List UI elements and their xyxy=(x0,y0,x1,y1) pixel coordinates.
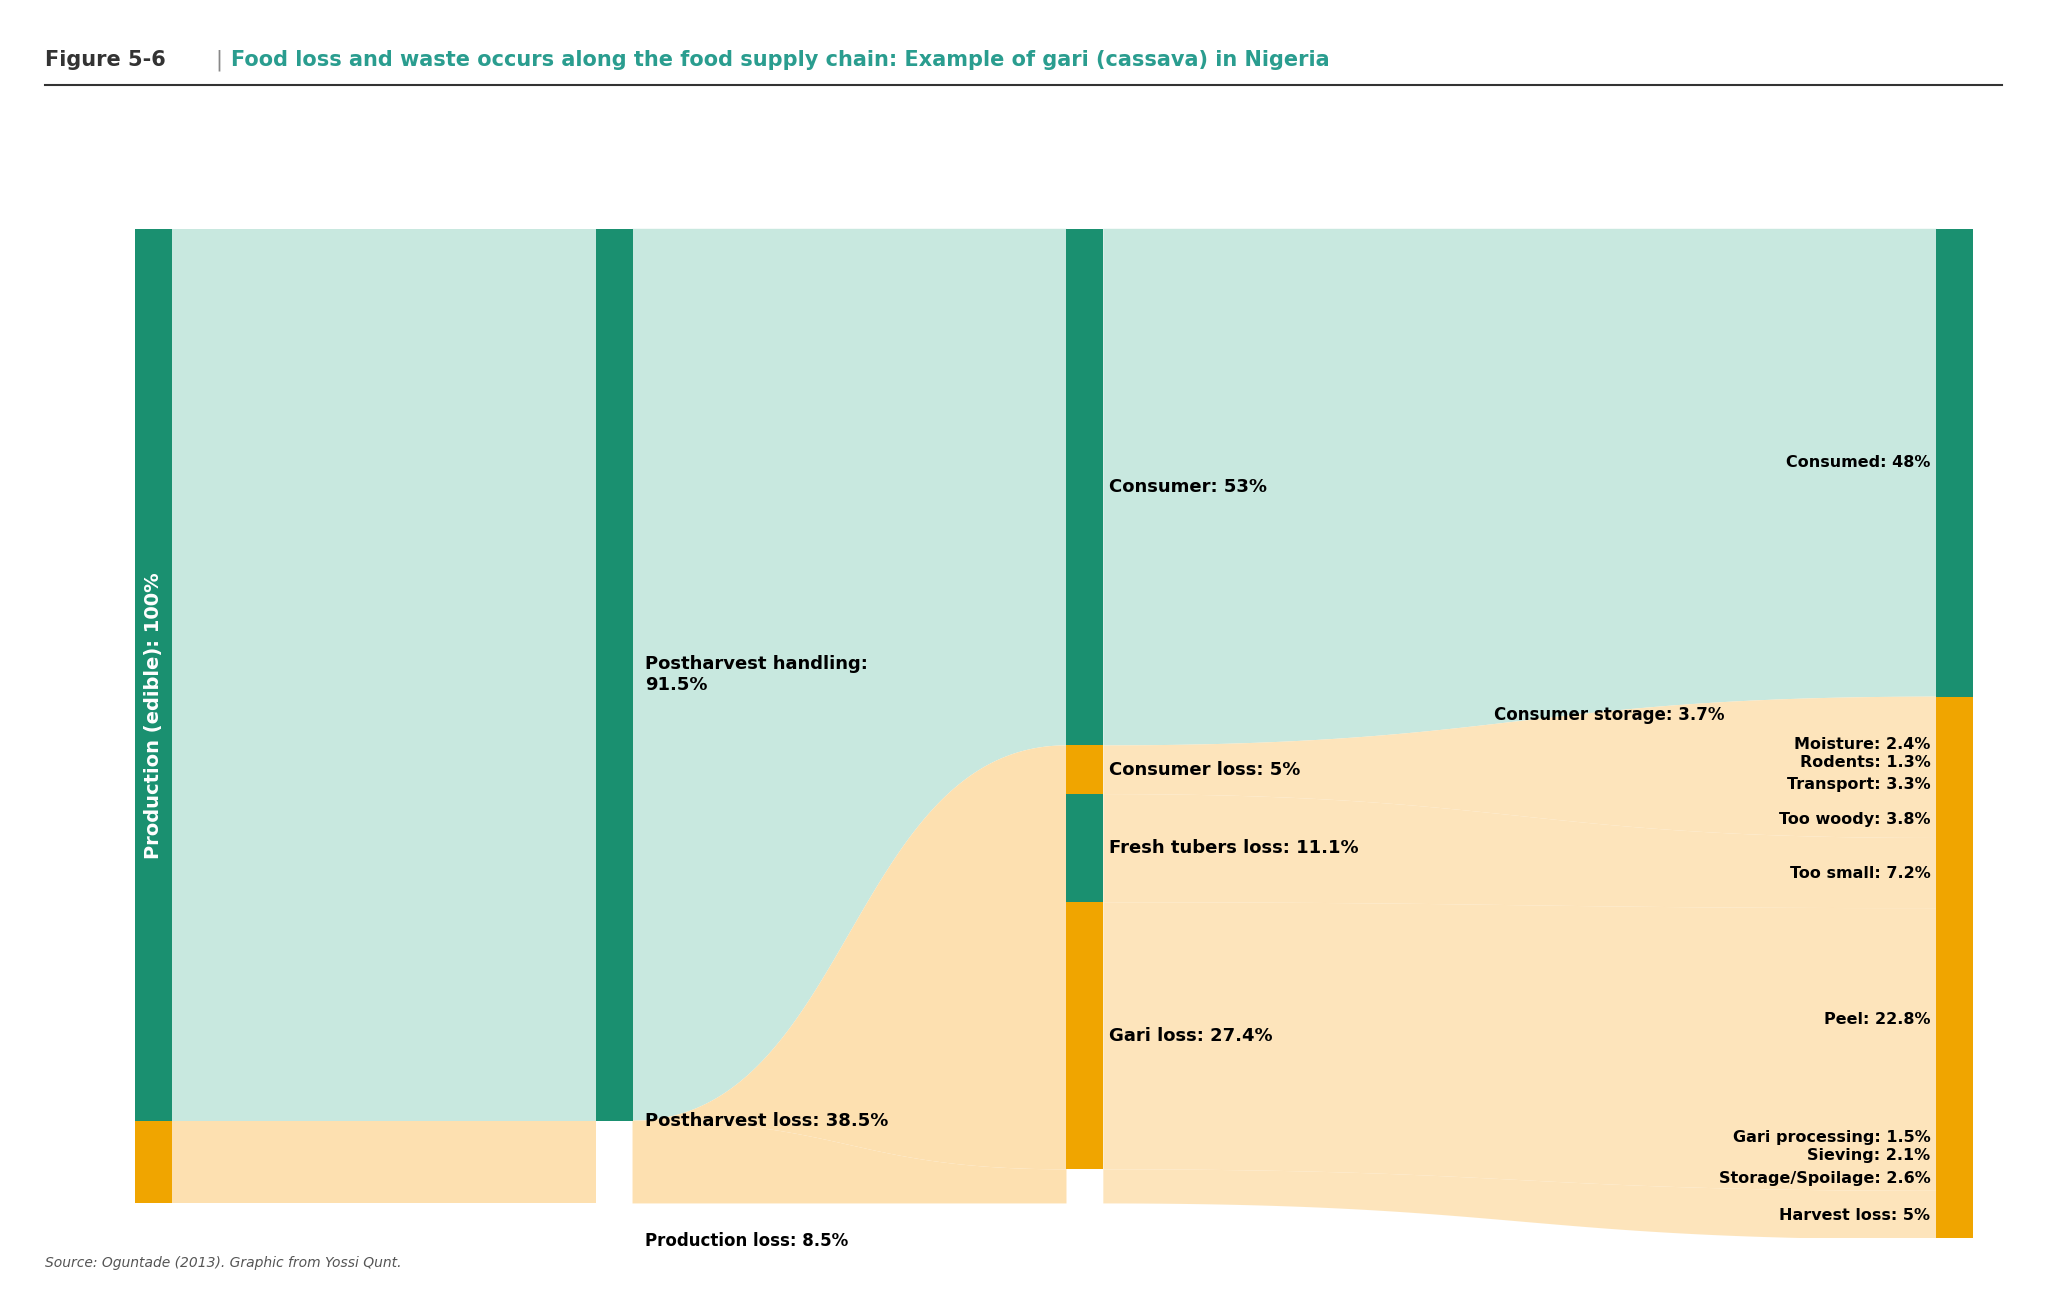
Text: Gari processing: 1.5%: Gari processing: 1.5% xyxy=(1732,1130,1930,1145)
Bar xyxy=(1936,1191,1973,1239)
Bar xyxy=(135,1121,172,1204)
Bar xyxy=(1936,1145,1973,1165)
Bar xyxy=(1066,902,1103,1169)
Bar xyxy=(1936,769,1973,801)
Text: Fresh tubers loss: 11.1%: Fresh tubers loss: 11.1% xyxy=(1109,839,1359,857)
Text: Figure 5-6: Figure 5-6 xyxy=(45,50,166,69)
Bar xyxy=(1936,697,1973,732)
Bar xyxy=(1936,801,1973,838)
Text: Gari loss: 27.4%: Gari loss: 27.4% xyxy=(1109,1027,1273,1045)
Text: Postharvest handling:
91.5%: Postharvest handling: 91.5% xyxy=(645,655,868,694)
Polygon shape xyxy=(633,1121,1066,1204)
Bar xyxy=(1936,908,1973,1130)
Polygon shape xyxy=(172,1121,596,1204)
Text: Postharvest loss: 38.5%: Postharvest loss: 38.5% xyxy=(645,1111,888,1130)
Text: Storage/Spoilage: 2.6%: Storage/Spoilage: 2.6% xyxy=(1719,1170,1930,1186)
Text: Consumer loss: 5%: Consumer loss: 5% xyxy=(1109,761,1300,779)
Bar xyxy=(1066,745,1103,794)
Bar xyxy=(596,229,633,1121)
Bar xyxy=(1936,838,1973,908)
Text: Consumed: 48%: Consumed: 48% xyxy=(1785,455,1930,470)
Text: Moisture: 2.4%: Moisture: 2.4% xyxy=(1793,737,1930,752)
Text: Production loss: 8.5%: Production loss: 8.5% xyxy=(645,1233,847,1250)
Text: Food loss and waste occurs along the food supply chain: Example of gari (cassava: Food loss and waste occurs along the foo… xyxy=(231,50,1331,69)
Bar xyxy=(1936,1130,1973,1145)
Text: Too woody: 3.8%: Too woody: 3.8% xyxy=(1779,812,1930,827)
Polygon shape xyxy=(633,229,1066,1121)
Text: Sieving: 2.1%: Sieving: 2.1% xyxy=(1808,1148,1930,1162)
Bar xyxy=(135,229,172,1204)
Bar xyxy=(1936,756,1973,769)
Text: Peel: 22.8%: Peel: 22.8% xyxy=(1824,1011,1930,1027)
Bar xyxy=(1936,732,1973,756)
Text: |: | xyxy=(215,50,221,72)
Polygon shape xyxy=(172,229,596,1121)
Polygon shape xyxy=(633,745,1066,1169)
Polygon shape xyxy=(1103,697,1936,838)
Text: Harvest loss: 5%: Harvest loss: 5% xyxy=(1779,1208,1930,1222)
Text: Consumer: 53%: Consumer: 53% xyxy=(1109,478,1267,496)
Polygon shape xyxy=(1103,902,1936,1191)
Text: Rodents: 1.3%: Rodents: 1.3% xyxy=(1799,754,1930,770)
Polygon shape xyxy=(1103,794,1936,908)
Text: Production (edible): 100%: Production (edible): 100% xyxy=(143,573,164,860)
Bar xyxy=(1936,229,1973,697)
Bar xyxy=(1936,1165,1973,1191)
Bar xyxy=(1066,794,1103,902)
Text: Too small: 7.2%: Too small: 7.2% xyxy=(1789,865,1930,881)
Text: Consumer storage: 3.7%: Consumer storage: 3.7% xyxy=(1494,706,1726,723)
Polygon shape xyxy=(1103,229,1936,745)
Bar xyxy=(1066,229,1103,745)
Polygon shape xyxy=(1103,1169,1936,1239)
Text: Source: Oguntade (2013). Graphic from Yossi Qunt.: Source: Oguntade (2013). Graphic from Yo… xyxy=(45,1256,401,1270)
Text: Transport: 3.3%: Transport: 3.3% xyxy=(1787,778,1930,792)
